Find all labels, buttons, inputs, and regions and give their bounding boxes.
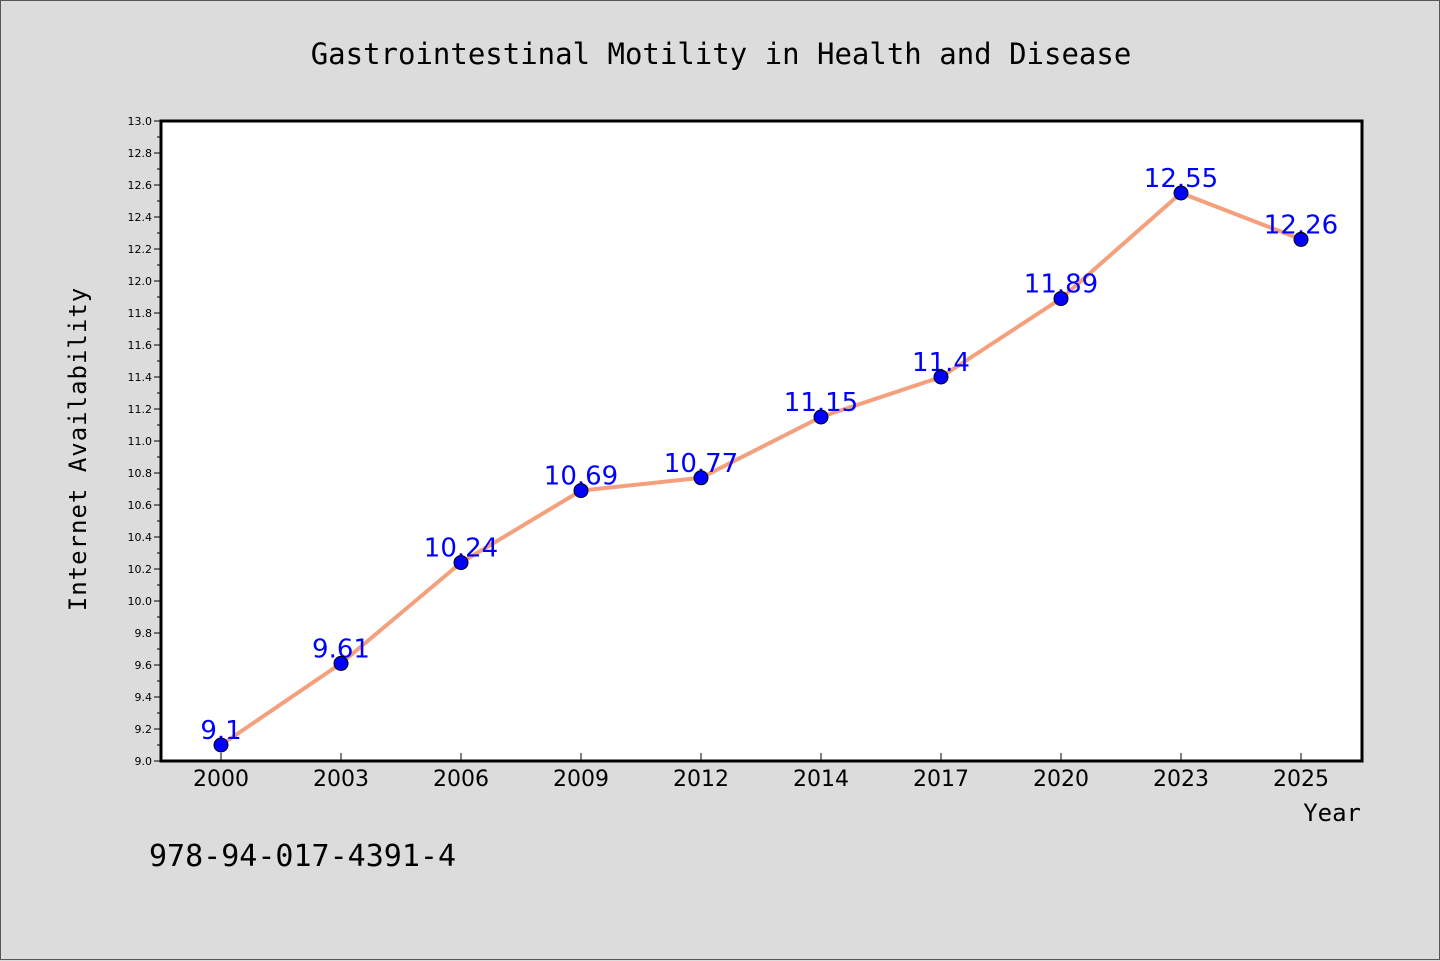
isbn-footer: 978-94-017-4391-4 bbox=[149, 839, 456, 874]
x-tick-label: 2000 bbox=[193, 767, 249, 792]
y-tick-label: 10.2 bbox=[128, 563, 153, 576]
x-axis: 2000 2003 2006 2009 2012 2014 2017 2020 2023 2025 bbox=[193, 753, 1329, 792]
data-point bbox=[1173, 185, 1189, 201]
y-axis-label: Internet Availability bbox=[64, 287, 92, 611]
y-tick-label: 9.8 bbox=[135, 627, 153, 640]
data-point bbox=[333, 655, 349, 671]
y-tick-label: 9.2 bbox=[135, 723, 153, 736]
y-tick-label: 10.8 bbox=[128, 467, 153, 480]
y-tick-label: 11.6 bbox=[128, 339, 153, 352]
x-axis-label: Year bbox=[1303, 799, 1361, 827]
y-tick-label: 9.0 bbox=[135, 755, 153, 768]
y-tick-label: 12.2 bbox=[128, 243, 153, 256]
data-point bbox=[1293, 231, 1309, 247]
y-axis: 9.0 9.2 9.4 9.6 9.8 10.0 10.2 10.4 10.6 10.8 11.0 1… bbox=[128, 115, 161, 768]
y-tick-label: 11.2 bbox=[128, 403, 153, 416]
y-tick-label: 12.8 bbox=[128, 147, 153, 160]
y-tick-label: 9.6 bbox=[135, 659, 153, 672]
data-point bbox=[1053, 291, 1069, 307]
plot-area bbox=[159, 119, 1364, 763]
x-tick-label: 2014 bbox=[793, 767, 849, 792]
y-tick-label: 12.4 bbox=[128, 211, 153, 224]
data-point bbox=[573, 483, 589, 499]
series-line bbox=[219, 191, 1302, 747]
chart-title: Gastrointestinal Motility in Health and … bbox=[311, 37, 1132, 71]
x-tick-label: 2025 bbox=[1273, 767, 1329, 792]
x-tick-label: 2003 bbox=[313, 767, 369, 792]
x-tick-label: 2023 bbox=[1153, 767, 1209, 792]
x-tick-label: 2020 bbox=[1033, 767, 1089, 792]
y-tick-label: 9.4 bbox=[135, 691, 153, 704]
y-tick-label: 10.6 bbox=[128, 499, 153, 512]
data-point bbox=[693, 470, 709, 486]
y-tick-label: 11.8 bbox=[128, 307, 153, 320]
y-tick-label: 10.4 bbox=[128, 531, 153, 544]
data-point bbox=[813, 409, 829, 425]
y-tick-label: 11.4 bbox=[128, 371, 153, 384]
y-tick-label: 13.0 bbox=[128, 115, 153, 128]
data-point bbox=[453, 555, 469, 571]
data-point bbox=[933, 369, 949, 385]
y-tick-label: 10.0 bbox=[128, 595, 153, 608]
x-tick-label: 2009 bbox=[553, 767, 609, 792]
data-point bbox=[213, 737, 229, 753]
x-tick-label: 2012 bbox=[673, 767, 729, 792]
x-tick-label: 2017 bbox=[913, 767, 969, 792]
y-tick-label: 11.0 bbox=[128, 435, 153, 448]
y-tick-label: 12.6 bbox=[128, 179, 153, 192]
y-tick-label: 12.0 bbox=[128, 275, 153, 288]
x-tick-label: 2006 bbox=[433, 767, 489, 792]
